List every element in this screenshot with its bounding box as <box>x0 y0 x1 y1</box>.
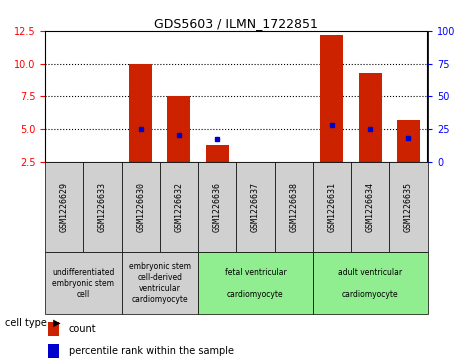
Bar <box>359 73 381 162</box>
Text: GSM1226630: GSM1226630 <box>136 182 145 232</box>
Bar <box>122 252 198 314</box>
Bar <box>122 162 160 252</box>
Text: GSM1226634: GSM1226634 <box>366 182 375 232</box>
Text: GSM1226637: GSM1226637 <box>251 182 260 232</box>
Text: GSM1226635: GSM1226635 <box>404 182 413 232</box>
Bar <box>84 162 122 252</box>
Text: GSM1226636: GSM1226636 <box>213 182 222 232</box>
Text: GSM1226629: GSM1226629 <box>60 182 69 232</box>
Bar <box>48 322 59 336</box>
Text: GSM1226632: GSM1226632 <box>174 182 183 232</box>
Bar <box>168 96 190 162</box>
Text: count: count <box>69 324 96 334</box>
Text: fetal ventricular

cardiomyocyte: fetal ventricular cardiomyocyte <box>225 268 286 299</box>
Bar <box>397 120 420 162</box>
Bar <box>390 162 428 252</box>
Bar <box>48 344 59 358</box>
Bar <box>198 252 313 314</box>
Bar <box>45 162 84 252</box>
Text: undifferentiated
embryonic stem
cell: undifferentiated embryonic stem cell <box>52 268 114 299</box>
Text: GSM1226633: GSM1226633 <box>98 182 107 232</box>
Text: GSM1226638: GSM1226638 <box>289 182 298 232</box>
Bar <box>237 162 275 252</box>
Bar <box>198 162 237 252</box>
Bar <box>45 252 122 314</box>
Text: cell type  ▶: cell type ▶ <box>5 318 60 328</box>
Bar <box>129 64 152 162</box>
Bar <box>313 162 351 252</box>
Bar <box>321 35 343 162</box>
Text: percentile rank within the sample: percentile rank within the sample <box>69 346 234 356</box>
Bar <box>206 144 228 162</box>
Text: embryonic stem
cell-derived
ventricular
cardiomyocyte: embryonic stem cell-derived ventricular … <box>129 262 191 304</box>
Bar <box>160 162 198 252</box>
Text: GSM1226631: GSM1226631 <box>327 182 336 232</box>
Bar <box>351 162 389 252</box>
Text: adult ventricular

cardiomyocyte: adult ventricular cardiomyocyte <box>338 268 402 299</box>
Bar <box>275 162 313 252</box>
Title: GDS5603 / ILMN_1722851: GDS5603 / ILMN_1722851 <box>154 17 318 30</box>
Bar <box>313 252 428 314</box>
